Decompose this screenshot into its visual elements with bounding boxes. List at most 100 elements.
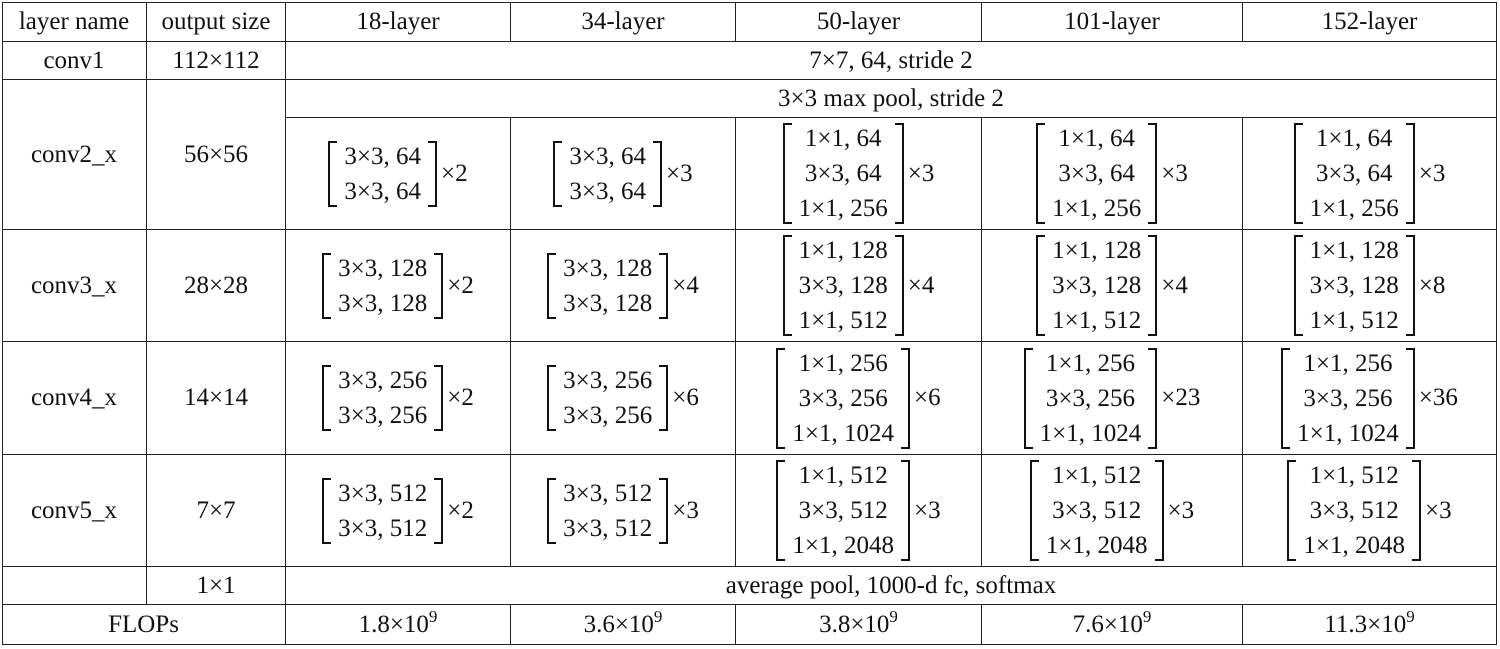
block-line: 3×3, 64 bbox=[569, 177, 646, 205]
flops-base: 3.8×10 bbox=[819, 610, 890, 638]
block-repeat: ×2 bbox=[447, 384, 474, 411]
layer-name: conv4_x bbox=[2, 342, 147, 455]
flops-cell: 11.3×109 bbox=[1243, 605, 1497, 645]
pool-spec: 3×3 max pool, stride 2 bbox=[286, 80, 1497, 118]
block-repeat: ×3 bbox=[1161, 159, 1188, 187]
output-size: 7×7 bbox=[147, 455, 286, 567]
block-line: 1×1, 128 bbox=[1309, 237, 1399, 264]
block-repeat: ×3 bbox=[1425, 496, 1452, 524]
block-line: 3×3, 256 bbox=[563, 367, 653, 394]
layer-spec: average pool, 1000-d fc, softmax bbox=[286, 567, 1497, 605]
block-repeat: ×23 bbox=[1161, 384, 1201, 411]
block-line: 3×3, 512 bbox=[338, 479, 428, 507]
flops-value: 3.6×109 bbox=[584, 608, 663, 639]
flops-value: 11.3×109 bbox=[1324, 608, 1414, 639]
block-cell: 1×1, 256 3×3, 256 1×1, 1024 ×23 bbox=[982, 342, 1243, 455]
block-line: 1×1, 128 bbox=[798, 237, 888, 264]
block-cell: 3×3, 512 3×3, 512 ×2 bbox=[286, 455, 511, 567]
block-cell: 1×1, 64 3×3, 64 1×1, 256 ×3 bbox=[1243, 118, 1497, 230]
block-line: 3×3, 128 bbox=[338, 254, 428, 282]
block-repeat: ×2 bbox=[441, 159, 468, 187]
block-line: 1×1, 64 bbox=[1315, 125, 1393, 152]
header-cell: 18-layer bbox=[286, 2, 511, 42]
block-bracket: 1×1, 128 3×3, 128 1×1, 512 bbox=[1036, 233, 1158, 338]
block-bracket: 3×3, 128 3×3, 128 bbox=[547, 251, 669, 321]
block-line: 3×3, 128 bbox=[338, 289, 428, 317]
layer-name: conv3_x bbox=[2, 230, 147, 342]
flops-label: FLOPs bbox=[2, 605, 286, 645]
block-bracket: 1×1, 512 3×3, 512 1×1, 2048 bbox=[1287, 458, 1421, 563]
block-line: 1×1, 512 bbox=[798, 462, 888, 489]
block-repeat: ×2 bbox=[447, 496, 474, 524]
block-cell: 3×3, 128 3×3, 128 ×4 bbox=[511, 230, 736, 342]
block-repeat: ×3 bbox=[907, 159, 935, 187]
block-repeat: ×3 bbox=[1167, 496, 1195, 524]
block-line: 3×3, 256 bbox=[1045, 384, 1135, 412]
block-line: 1×1, 512 bbox=[1052, 462, 1142, 489]
block-repeat: ×3 bbox=[672, 496, 699, 524]
block-cell: 3×3, 256 3×3, 256 ×2 bbox=[286, 342, 511, 455]
block-repeat: ×3 bbox=[666, 159, 693, 187]
block-cell: 3×3, 64 3×3, 64 ×3 bbox=[511, 118, 736, 230]
flops-value: 1.8×109 bbox=[358, 608, 438, 639]
block-line: 3×3, 128 bbox=[1052, 272, 1142, 299]
block-line: 1×1, 512 bbox=[1052, 307, 1142, 334]
block-line: 3×3, 512 bbox=[798, 497, 888, 524]
flops-exponent: 9 bbox=[889, 606, 898, 626]
flops-base: 7.6×10 bbox=[1072, 610, 1143, 638]
block-line: 3×3, 64 bbox=[569, 142, 646, 170]
block-bracket: 3×3, 512 3×3, 512 bbox=[547, 476, 669, 546]
block-repeat: ×4 bbox=[672, 271, 699, 299]
block-line: 1×1, 512 bbox=[798, 307, 888, 334]
block-cell: 1×1, 64 3×3, 64 1×1, 256 ×3 bbox=[982, 118, 1243, 230]
block-bracket: 1×1, 64 3×3, 64 1×1, 256 bbox=[1036, 121, 1158, 226]
block-repeat: ×4 bbox=[1161, 271, 1188, 299]
block-line: 1×1, 64 bbox=[1058, 125, 1135, 152]
block-line: 1×1, 256 bbox=[1309, 195, 1399, 222]
block-line: 1×1, 2048 bbox=[1045, 532, 1148, 559]
block-line: 1×1, 256 bbox=[798, 195, 888, 222]
block-bracket: 3×3, 256 3×3, 256 bbox=[322, 363, 444, 433]
block-repeat: ×36 bbox=[1418, 384, 1458, 411]
block-line: 1×1, 2048 bbox=[792, 532, 894, 559]
block-repeat: ×3 bbox=[914, 496, 941, 524]
block-repeat: ×3 bbox=[1418, 159, 1446, 187]
header-cell: 50-layer bbox=[736, 2, 982, 42]
block-line: 1×1, 256 bbox=[1052, 195, 1142, 222]
flops-exponent: 9 bbox=[1142, 606, 1152, 626]
block-repeat: ×8 bbox=[1418, 271, 1446, 299]
flops-exponent: 9 bbox=[653, 606, 663, 626]
flops-base: 1.8×10 bbox=[358, 610, 429, 638]
block-bracket: 3×3, 128 3×3, 128 bbox=[322, 251, 444, 321]
header-cell: layer name bbox=[2, 2, 147, 42]
block-cell: 3×3, 512 3×3, 512 ×3 bbox=[511, 455, 736, 567]
flops-cell: 3.6×109 bbox=[511, 605, 736, 645]
block-bracket: 1×1, 512 3×3, 512 1×1, 2048 bbox=[776, 458, 910, 563]
block-line: 1×1, 2048 bbox=[1303, 532, 1405, 559]
block-cell: 1×1, 512 3×3, 512 1×1, 2048 ×3 bbox=[736, 455, 982, 567]
block-cell: 3×3, 128 3×3, 128 ×2 bbox=[286, 230, 511, 342]
block-repeat: ×2 bbox=[447, 271, 474, 299]
flops-cell: 3.8×109 bbox=[736, 605, 982, 645]
block-line: 1×1, 1024 bbox=[1297, 419, 1399, 447]
block-repeat: ×4 bbox=[907, 271, 935, 299]
block-line: 3×3, 256 bbox=[338, 367, 428, 394]
flops-base: 11.3×10 bbox=[1324, 610, 1407, 638]
header-cell: output size bbox=[147, 2, 286, 42]
block-line: 3×3, 512 bbox=[338, 514, 428, 542]
block-bracket: 1×1, 128 3×3, 128 1×1, 512 bbox=[1293, 233, 1415, 338]
block-bracket: 1×1, 512 3×3, 512 1×1, 2048 bbox=[1029, 458, 1164, 563]
block-bracket: 1×1, 128 3×3, 128 1×1, 512 bbox=[782, 233, 904, 338]
block-line: 3×3, 512 bbox=[563, 479, 653, 507]
block-repeat: ×6 bbox=[914, 384, 941, 411]
block-line: 3×3, 128 bbox=[1309, 272, 1399, 299]
header-cell: 152-layer bbox=[1243, 2, 1497, 42]
block-bracket: 1×1, 256 3×3, 256 1×1, 1024 bbox=[1281, 346, 1415, 451]
block-line: 1×1, 512 bbox=[1309, 307, 1399, 334]
block-line: 3×3, 256 bbox=[798, 384, 888, 412]
block-bracket: 3×3, 256 3×3, 256 bbox=[547, 363, 669, 433]
flops-cell: 1.8×109 bbox=[286, 605, 511, 645]
block-cell: 1×1, 64 3×3, 64 1×1, 256 ×3 bbox=[736, 118, 982, 230]
block-line: 3×3, 512 bbox=[563, 514, 653, 542]
block-line: 3×3, 128 bbox=[798, 272, 888, 299]
